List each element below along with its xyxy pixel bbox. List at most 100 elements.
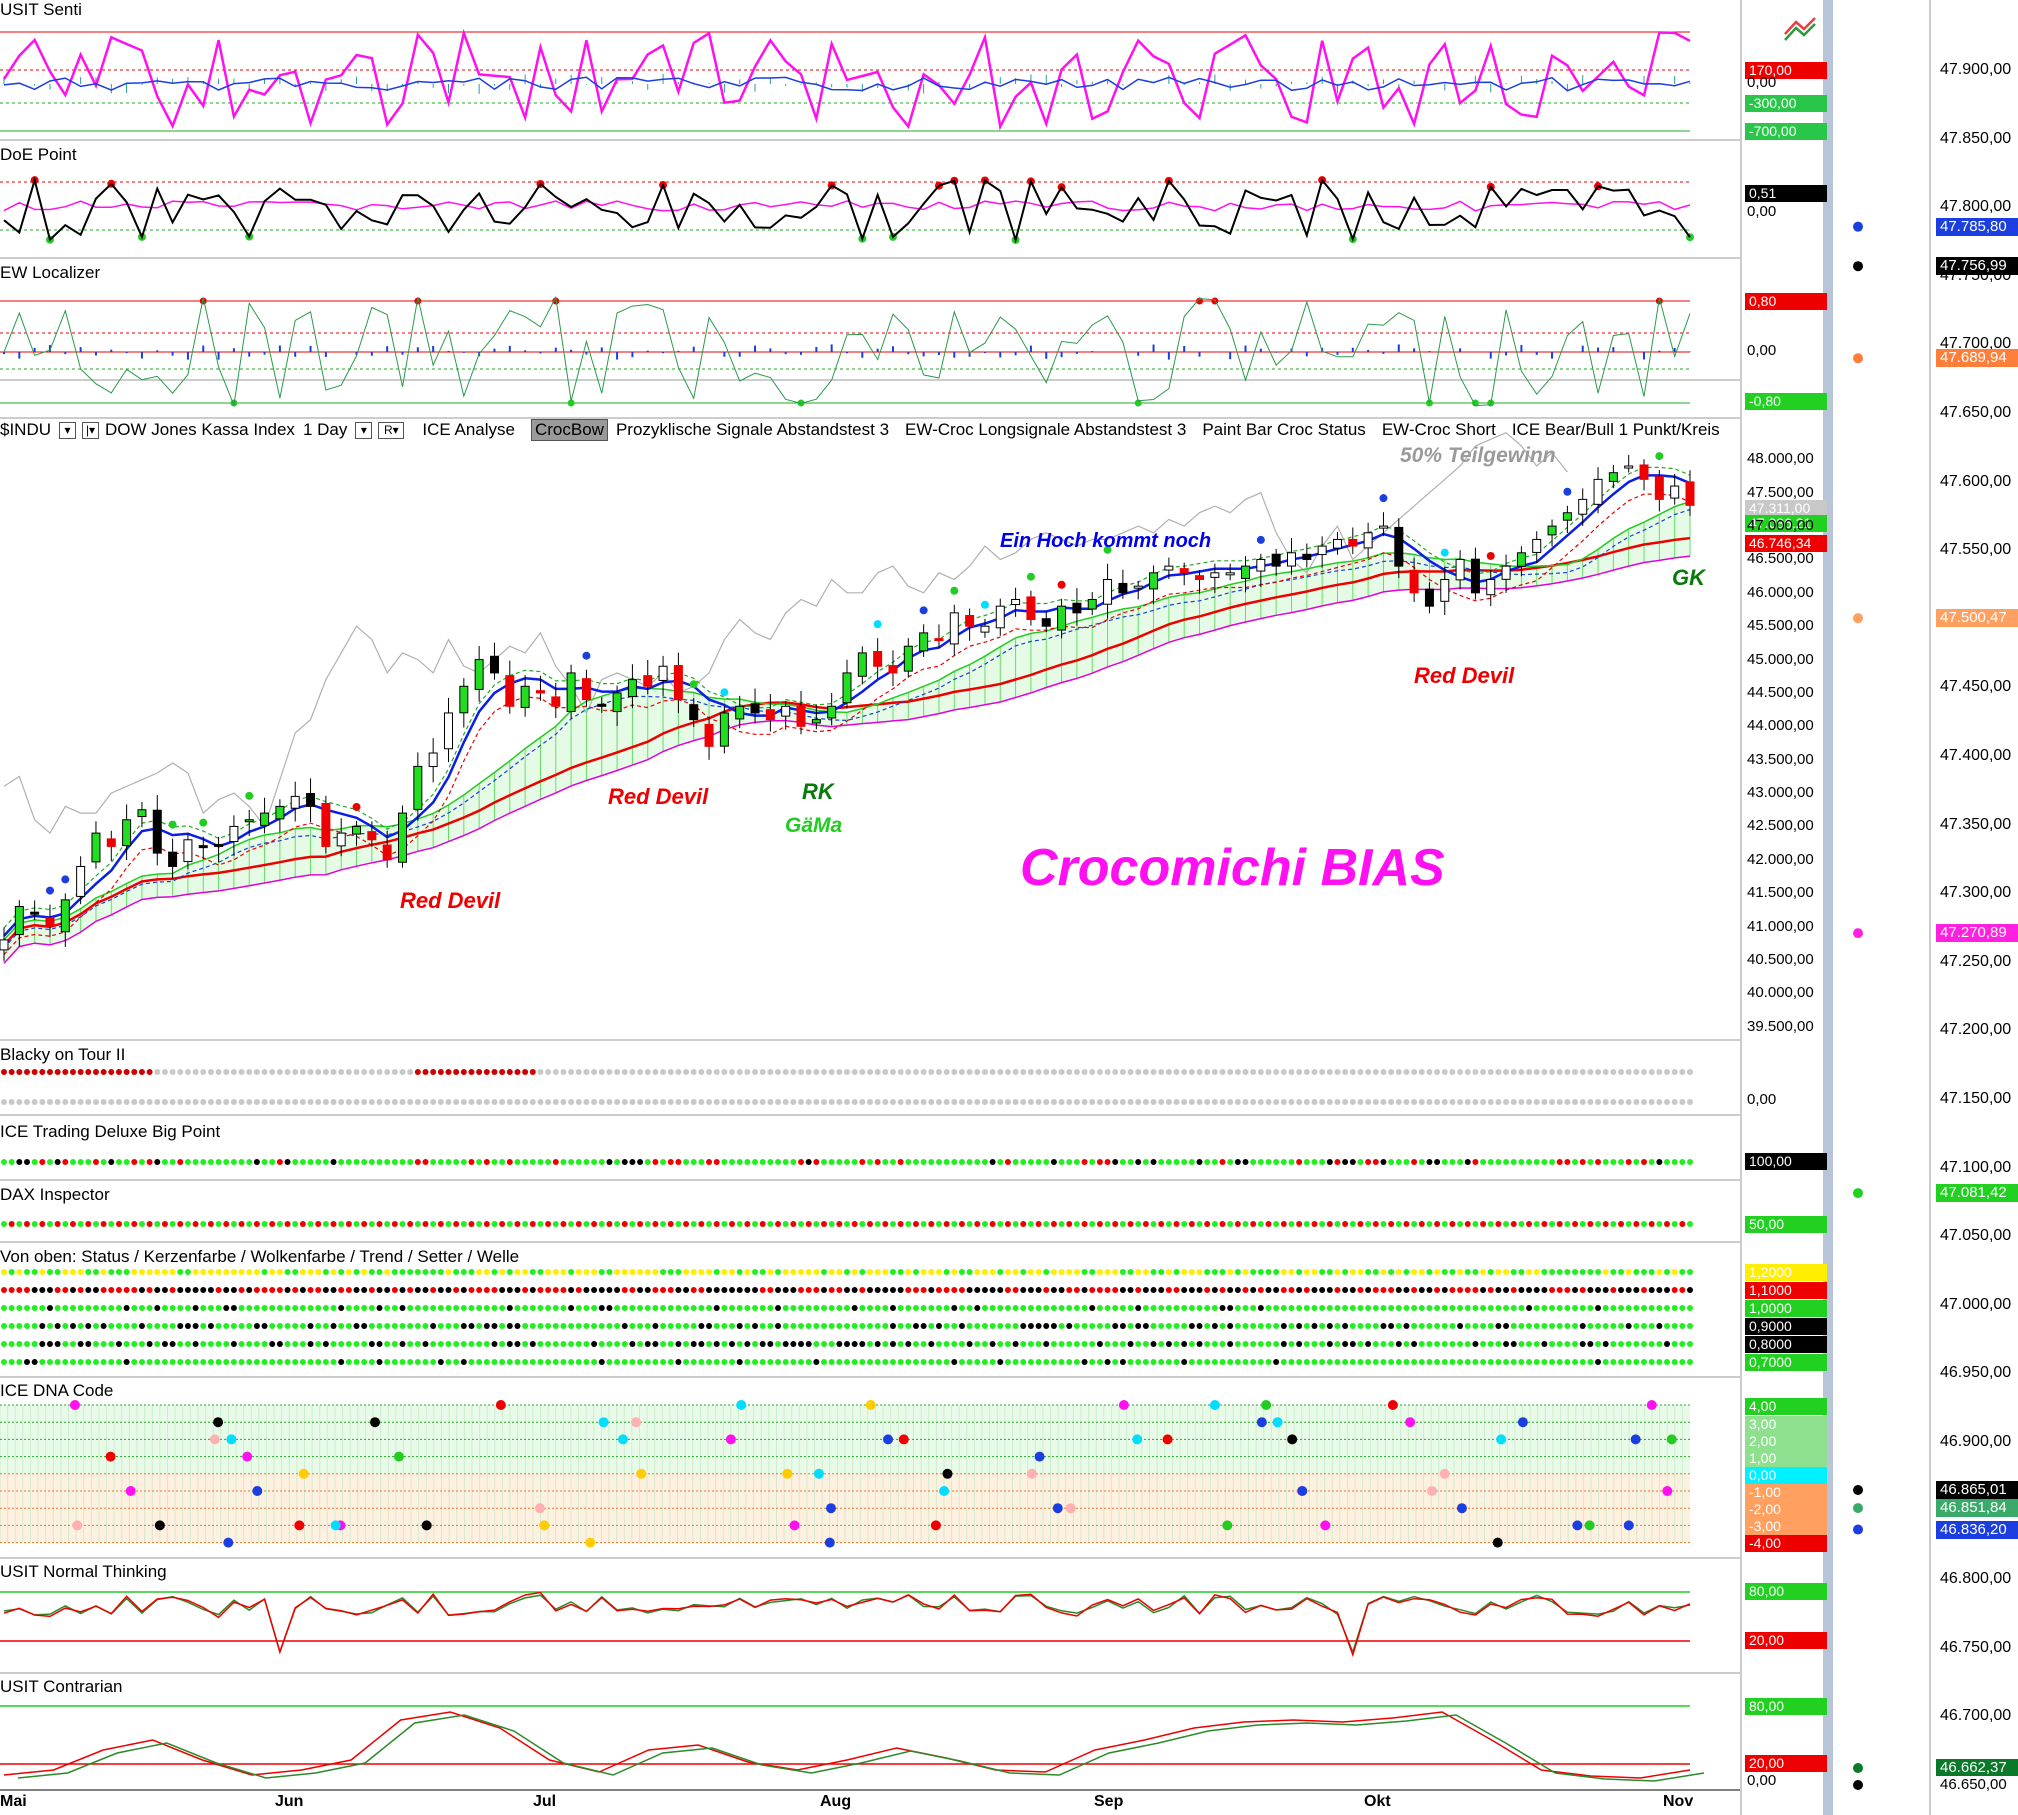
von-oben-dot [637, 1305, 644, 1311]
candle-body [1302, 553, 1312, 560]
dax-dot [253, 1221, 260, 1227]
instrument-menu-icon[interactable]: |▾ [82, 421, 100, 439]
interval-dropdown-icon[interactable]: ▾ [355, 421, 373, 439]
senti-signal-line [3, 76, 1691, 92]
von-oben-dot [1441, 1323, 1448, 1329]
deluxe-dot [414, 1159, 421, 1165]
von-oben-dot [1265, 1269, 1272, 1275]
von-oben-dot [775, 1305, 782, 1311]
von-oben-dot [322, 1269, 329, 1275]
dax-dot [614, 1221, 621, 1227]
von-oben-dot [529, 1323, 536, 1329]
von-oben-dot [920, 1287, 927, 1293]
deluxe-dot [1625, 1159, 1632, 1165]
von-oben-dot [828, 1341, 835, 1347]
dax-dot [660, 1221, 667, 1227]
von-oben-dot [368, 1359, 375, 1365]
r-button[interactable]: R▾ [378, 421, 405, 439]
von-oben-dot [644, 1269, 651, 1275]
candle-body [796, 705, 806, 727]
toolbar-item-ew-croc-short[interactable]: EW-Croc Short [1381, 420, 1496, 439]
von-oben-dot [154, 1269, 161, 1275]
von-oben-dot [123, 1305, 130, 1311]
von-oben-dot [1434, 1359, 1441, 1365]
chart-switch-icon[interactable] [1782, 14, 1818, 42]
toolbar-item-ice-bear-bull[interactable]: ICE Bear/Bull 1 Punkt/Kreis [1511, 420, 1720, 439]
dax-dot [460, 1221, 467, 1227]
toolbar-item-crocbow[interactable]: CrocBow [530, 419, 608, 441]
von-oben-dot [935, 1269, 942, 1275]
deluxe-dot [1503, 1159, 1510, 1165]
dax-dot [782, 1221, 789, 1227]
blacky-dot-top [1043, 1069, 1050, 1075]
toolbar-item-ice-analyse[interactable]: ICE Analyse [422, 420, 515, 439]
deluxe-dot [621, 1159, 628, 1165]
von-oben-dot [1211, 1341, 1218, 1347]
right-axis-tick: 46.900,00 [1940, 1433, 2012, 1450]
von-oben-dot [935, 1287, 942, 1293]
dna-dot [539, 1520, 550, 1531]
price-marker-dot [1853, 261, 1863, 272]
von-oben-dot [1418, 1269, 1425, 1275]
blacky-dot-top [54, 1069, 61, 1075]
von-oben-dot [16, 1359, 23, 1365]
candle-body [1440, 578, 1450, 602]
toolbar-item-prozyklisch[interactable]: Prozyklische Signale Abstandstest 3 [615, 420, 890, 439]
deluxe-dot [368, 1159, 375, 1165]
von-oben-dot [1089, 1269, 1096, 1275]
von-oben-dot [46, 1323, 53, 1329]
von-oben-dot [437, 1305, 444, 1311]
von-oben-dot [353, 1359, 360, 1365]
blacky-dot-bottom [1165, 1099, 1172, 1105]
toolbar-item-ew-croc-long[interactable]: EW-Croc Longsignale Abstandstest 3 [905, 420, 1187, 439]
candle-body [995, 605, 1005, 629]
deluxe-dot [1188, 1159, 1195, 1165]
von-oben-dot [1012, 1341, 1019, 1347]
candle-body [306, 793, 316, 807]
symbol-label[interactable]: $INDU [0, 420, 52, 439]
von-oben-dot [1426, 1341, 1433, 1347]
von-oben-dot [345, 1341, 352, 1347]
von-oben-dot [46, 1305, 53, 1311]
von-oben-dot [537, 1305, 544, 1311]
von-oben-dot [897, 1323, 904, 1329]
instrument-label[interactable]: DOW Jones Kassa Index [105, 420, 295, 439]
von-oben-dot [935, 1359, 942, 1365]
deluxe-dot [805, 1159, 812, 1165]
von-oben-dot [491, 1359, 498, 1365]
blacky-dot-bottom [154, 1099, 161, 1105]
dna-dot [1132, 1434, 1143, 1445]
von-oben-dot [1050, 1359, 1057, 1365]
von-oben-dot [1250, 1305, 1257, 1311]
von-oben-dot [1127, 1359, 1134, 1365]
von-oben-dot [591, 1287, 598, 1293]
deluxe-dot [1165, 1159, 1172, 1165]
von-oben-dot [238, 1287, 245, 1293]
blacky-dot-top [269, 1069, 276, 1075]
symbol-dropdown-icon[interactable]: ▾ [59, 421, 77, 439]
von-oben-dot [1656, 1359, 1663, 1365]
blacky-dot-bottom [1572, 1099, 1579, 1105]
von-oben-dot [851, 1359, 858, 1365]
blacky-dot-bottom [736, 1099, 743, 1105]
dax-dot [1579, 1221, 1586, 1227]
von-oben-dot [744, 1305, 751, 1311]
dna-dot [1456, 1503, 1467, 1514]
von-oben-dot [1526, 1341, 1533, 1347]
von-oben-dot [115, 1305, 122, 1311]
von-oben-dot [100, 1359, 107, 1365]
blacky-dot-top [752, 1069, 759, 1075]
von-oben-dot [813, 1305, 820, 1311]
von-oben-dot [345, 1359, 352, 1365]
von-oben-dot [115, 1359, 122, 1365]
dax-dot [261, 1221, 268, 1227]
von-oben-dot [1020, 1341, 1027, 1347]
dax-dot [1288, 1221, 1295, 1227]
deluxe-dot [1158, 1159, 1165, 1165]
von-oben-dot [77, 1269, 84, 1275]
von-oben-dot [575, 1305, 582, 1311]
toolbar-item-paint-bar[interactable]: Paint Bar Croc Status [1202, 420, 1366, 439]
interval-label[interactable]: 1 Day [302, 420, 348, 439]
von-oben-label-4: 0,8000 [1745, 1336, 1827, 1353]
deluxe-dot [1027, 1159, 1034, 1165]
